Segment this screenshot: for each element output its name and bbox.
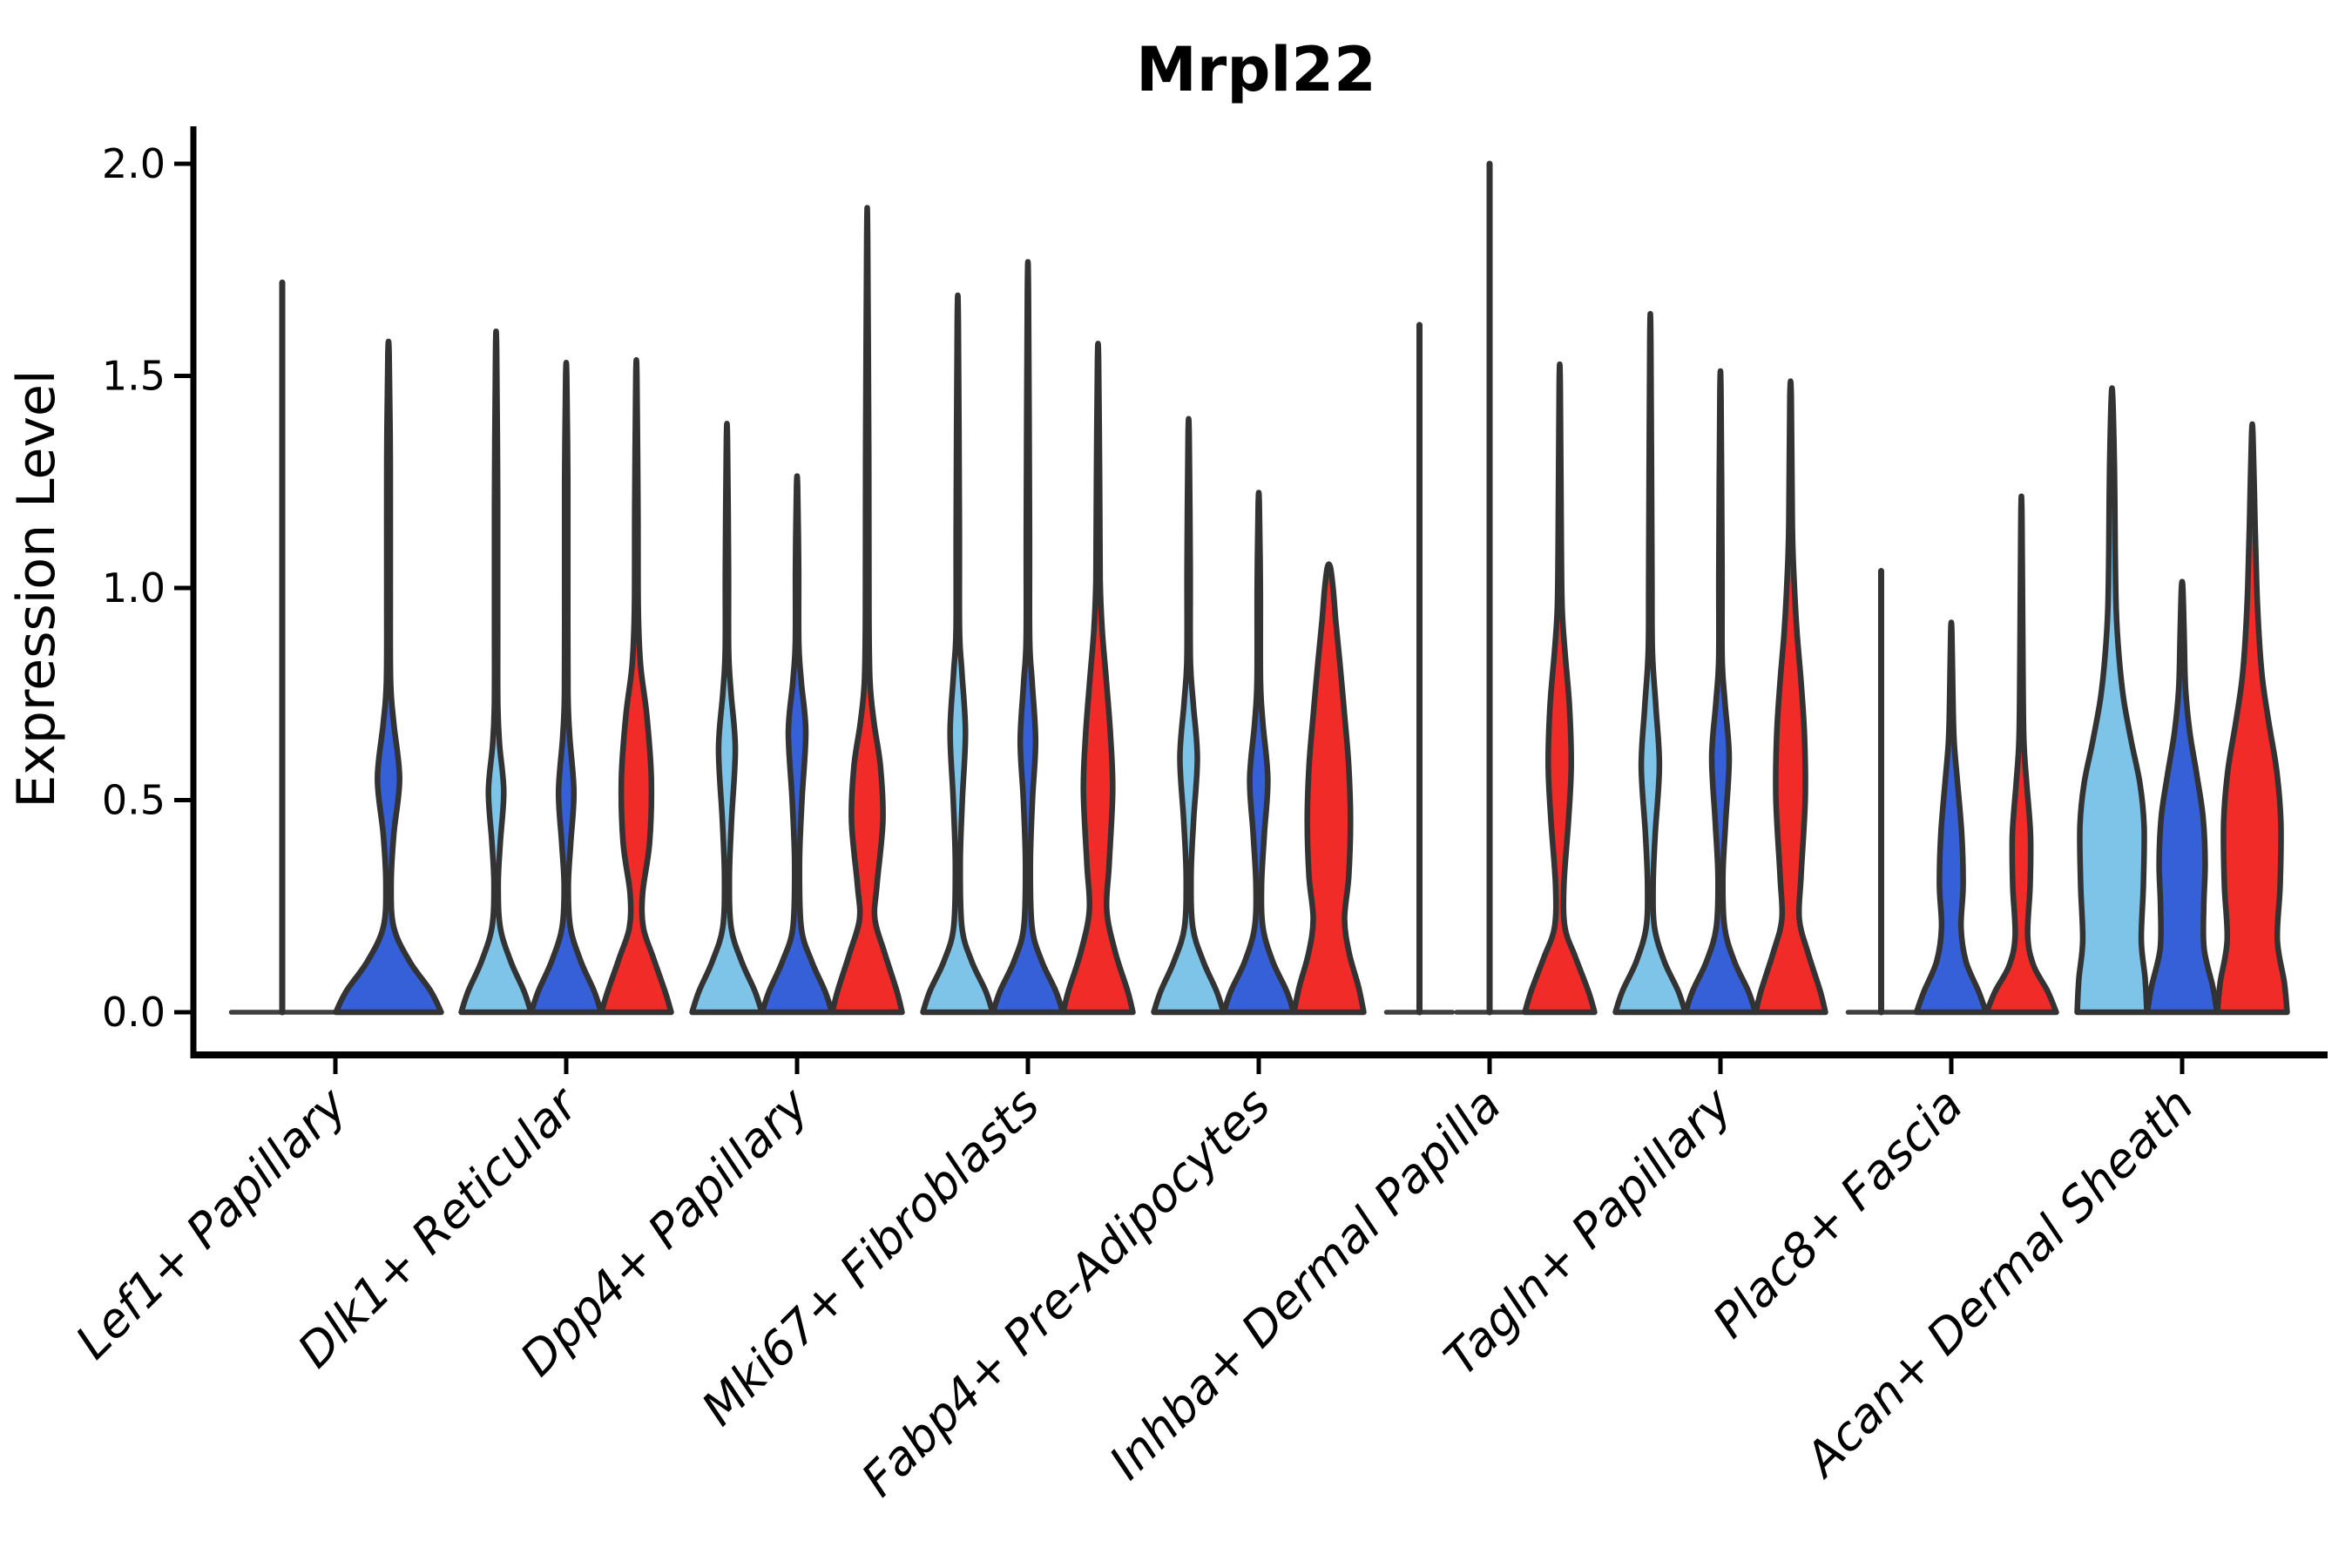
x-tick-label-acan-dermal-sheath: Acan+ Dermal Sheath	[1793, 1078, 2204, 1489]
y-axis-label: Expression Level	[6, 369, 67, 808]
y-tick-label: 0.5	[102, 777, 166, 824]
violin-body-dark_blue	[1682, 368, 1759, 1016]
y-tick-label: 1.5	[102, 353, 166, 400]
violin-body-dark_blue	[1220, 490, 1297, 1016]
violin-group-dpp4-papillary	[689, 205, 905, 1016]
violin-body-light_blue	[1612, 311, 1688, 1016]
x-tick-label-inhba-dermal-papilla: Inhba+ Dermal Papilla	[1098, 1078, 1511, 1490]
y-tick-label: 1.0	[102, 564, 166, 612]
violin-group-inhba-dermal-papilla	[1383, 160, 1598, 1016]
violin-group-acan-dermal-sheath	[2074, 385, 2290, 1016]
y-tick-label: 0.0	[102, 989, 166, 1036]
violin-body-red	[1984, 493, 2059, 1016]
violin-body-dark_blue	[528, 360, 605, 1016]
violin-body-light_blue	[689, 421, 765, 1016]
violin-group-plac8-fascia	[1845, 493, 2059, 1016]
y-tick-label: 2.0	[102, 140, 166, 187]
chart-title: Mrpl22	[1136, 34, 1376, 105]
violin-body-dark_blue	[759, 473, 835, 1016]
violin-body-red	[1753, 378, 1828, 1016]
violin-body-red	[598, 356, 674, 1016]
violin-group-mki67-fibroblasts	[920, 259, 1136, 1016]
violin-body-light_blue	[920, 293, 996, 1016]
violin-body-dark_blue	[1913, 619, 1990, 1016]
violin-group-tagln-papillary	[1612, 311, 1828, 1016]
violin-body-red	[2214, 421, 2290, 1016]
violin-body-red	[1522, 361, 1598, 1016]
violin-body-light_blue	[1151, 416, 1227, 1016]
violin-body-dark_blue	[990, 259, 1066, 1016]
violin-group-lef1-papillary	[228, 279, 444, 1016]
violin-body-light_blue	[458, 328, 534, 1016]
violin-body-light_blue	[2074, 385, 2150, 1016]
violin-group-fabp4-pre-adipocytes	[1151, 416, 1367, 1016]
violin-body-dark_blue	[333, 338, 444, 1016]
violin-body-red	[829, 205, 905, 1016]
violin-body-red	[1291, 561, 1367, 1016]
x-tick-label-fabp4-pre-adipocytes: Fabp4+ Pre-Adipocytes	[851, 1078, 1281, 1507]
violin-body-dark_blue	[2144, 578, 2220, 1016]
violin-body-red	[1060, 341, 1136, 1016]
x-tick-label-plac8-fascia: Plac8+ Fascia	[1702, 1078, 1973, 1348]
violin-group-dlk1-reticular	[458, 328, 674, 1016]
